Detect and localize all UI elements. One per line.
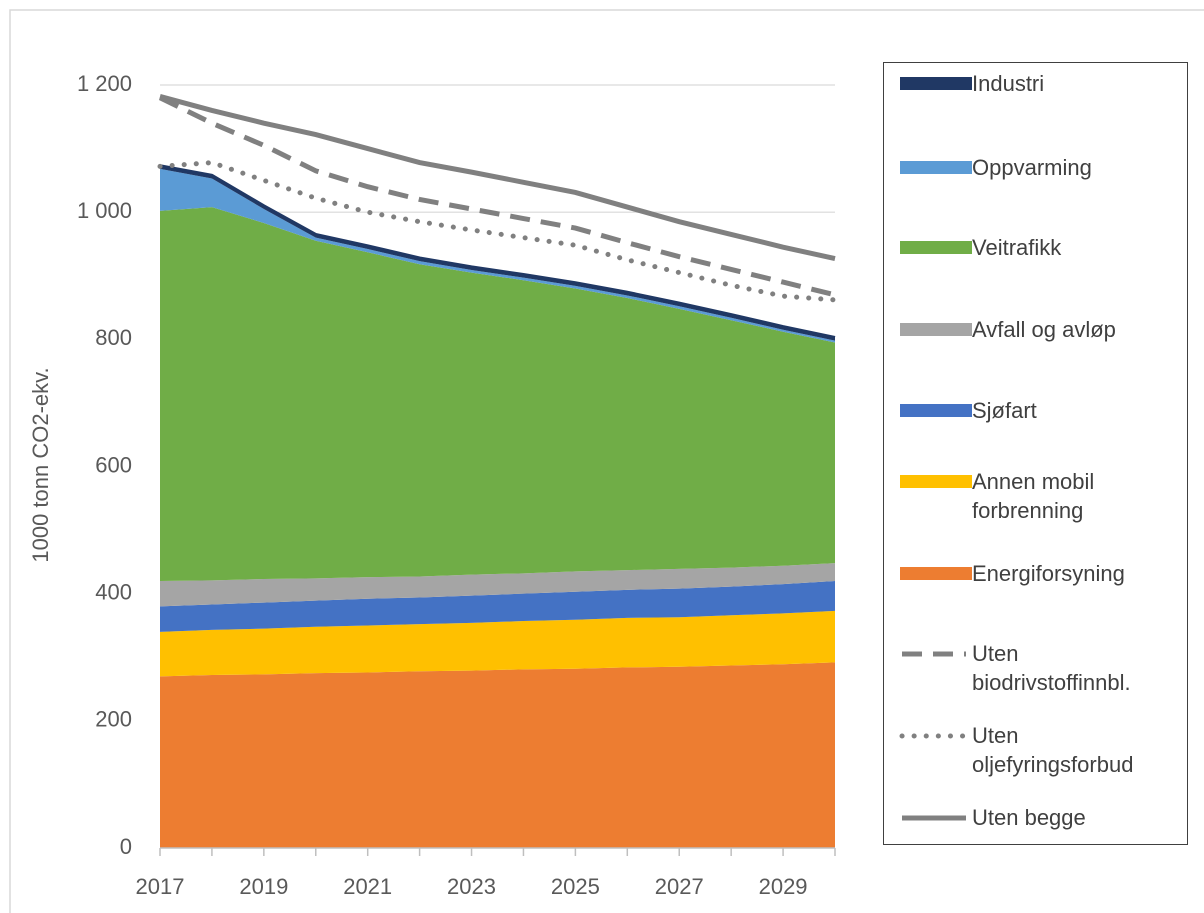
legend-swatch-rect [900,241,972,254]
chart-border [9,9,1204,913]
y-tick-label: 200 [95,707,132,732]
legend-entry: Industri [896,69,1172,98]
x-tick-label: 2023 [447,874,496,899]
legend-swatch-rect [900,404,972,417]
legend-entry: Sjøfart [896,396,1172,425]
area [160,207,835,581]
stack-outline [159,164,836,339]
y-tick-label: 600 [95,452,132,477]
legend-entry: Uten biodrivstoffinnbl. [896,639,1172,697]
legend: Industri Oppvarming Veitrafikk Avfall og av… [883,62,1188,845]
legend-swatch [900,404,972,417]
legend-swatch-rect [900,475,972,488]
legend-swatch [900,241,972,254]
line [159,94,836,262]
legend-label: Energiforsyning [972,561,1125,586]
legend-swatch [902,651,966,657]
legend-label: Sjøfart [972,398,1037,423]
area [160,563,835,607]
legend-swatch [902,815,966,821]
legend-label: Veitrafikk [972,235,1062,260]
area [160,662,835,848]
legend-label: Oppvarming [972,155,1092,180]
y-tick-label: 1 000 [77,198,132,223]
legend-swatch [900,323,972,336]
legend-swatch [900,77,972,90]
x-tick-label: 2027 [655,874,704,899]
legend-swatch [900,475,972,488]
legend-swatch-rect [900,161,972,174]
legend-swatch-rect [900,323,972,336]
y-tick-label: 0 [120,834,132,859]
legend-label: Industri [972,71,1045,96]
legend-label: Uten begge [972,805,1086,830]
legend-swatch-rect [900,77,972,90]
line [158,95,836,298]
legend-entry: Uten begge [896,803,1172,832]
y-tick-label: 400 [95,579,132,604]
y-tick-label: 1 200 [77,71,132,96]
legend-swatch [899,733,969,739]
legend-entry: Energiforsyning [896,559,1172,588]
legend-label: Avfall og avløp [972,317,1116,342]
legend-swatch-rect [900,567,972,580]
x-tick-label: 2025 [551,874,600,899]
x-tick-label: 2021 [343,874,392,899]
x-tick-label: 2017 [136,874,185,899]
legend-entry: Annen mobil forbrenning [896,467,1172,525]
legend-swatch [900,567,972,580]
legend-entry: Veitrafikk [896,233,1172,262]
legend-swatch [900,161,972,174]
legend-entry: Oppvarming [896,153,1172,182]
legend-label: Uten biodrivstoffinnbl. [972,641,1131,695]
legend-entry: Avfall og avløp [896,315,1172,344]
area [160,610,835,677]
y-tick-label: 800 [95,325,132,350]
x-tick-label: 2019 [239,874,288,899]
y-axis-label: 1000 tonn CO2-ekv. [28,367,53,562]
legend-entry: Uten oljefyringsforbud [896,721,1172,779]
legend-label: Uten oljefyringsforbud [972,723,1134,777]
x-tick-label: 2029 [759,874,808,899]
area [160,580,835,632]
legend-label: Annen mobil forbrenning [972,469,1095,523]
